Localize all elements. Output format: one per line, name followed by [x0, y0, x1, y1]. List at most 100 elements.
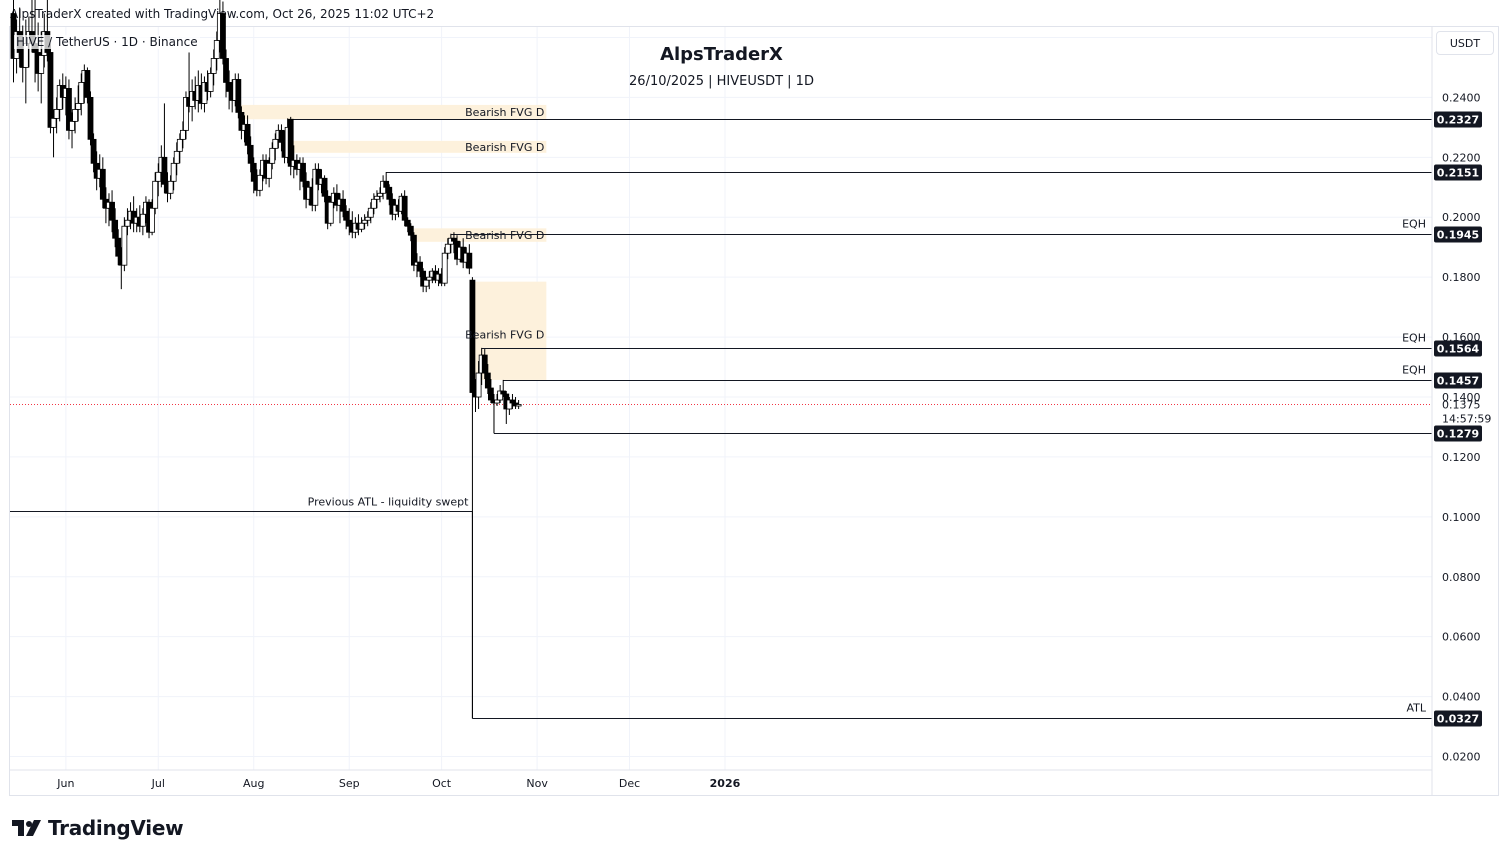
candle [121, 217, 128, 272]
candle-body [484, 372, 491, 389]
candle [124, 208, 131, 236]
candle [90, 133, 97, 173]
chart-title: AlpsTraderX [660, 44, 783, 65]
price-tick-label: 0.1800 [1442, 271, 1481, 284]
candle-body [155, 171, 162, 182]
candle-body [84, 70, 91, 98]
candle [401, 190, 408, 227]
candle [176, 133, 183, 164]
candle-body [343, 210, 350, 221]
candle-body [152, 180, 159, 209]
candle-body [75, 102, 82, 110]
candle [220, 1, 226, 65]
candle-body [451, 237, 457, 242]
price-tag-label: 0.1564 [1437, 343, 1480, 356]
time-tick-label: Aug [243, 777, 264, 790]
candle [312, 163, 319, 212]
candle [340, 190, 346, 218]
current-price-label: 0.1375 [1442, 398, 1481, 411]
candle-body [69, 120, 75, 131]
time-tick-label: 2026 [710, 777, 741, 790]
candle [149, 199, 156, 236]
candle-body [139, 213, 146, 227]
candle-body [66, 88, 72, 131]
fvg-zone-label: Bearish FVG D [465, 106, 544, 119]
candle [469, 277, 476, 719]
candle-body [346, 219, 353, 227]
candle [238, 106, 245, 140]
candle-body [266, 162, 273, 179]
candle-body [201, 82, 208, 104]
price-tag-label: 0.1457 [1437, 375, 1479, 388]
candle-body [38, 55, 45, 74]
candle [183, 91, 189, 140]
candle [497, 385, 504, 403]
candle-body [109, 201, 115, 221]
candle-body [272, 138, 279, 149]
fvg-zones [241, 104, 547, 380]
candle [207, 67, 214, 98]
candle [441, 247, 448, 287]
candle [383, 172, 390, 194]
candle-body [121, 225, 128, 266]
candle-body [321, 177, 328, 197]
currency-button[interactable]: USDT [1436, 31, 1494, 55]
candle-body [213, 40, 220, 59]
candle [179, 121, 186, 149]
candle-body [340, 198, 346, 212]
candle [84, 67, 91, 104]
tradingview-logo[interactable]: TradingView [12, 816, 184, 840]
candle [370, 193, 377, 215]
candle-body [417, 261, 423, 272]
candle [72, 97, 78, 134]
candle-body [367, 207, 374, 218]
candle-body [426, 276, 433, 281]
candle [333, 184, 340, 212]
grid-lines [10, 27, 1432, 770]
fvg-zone [413, 228, 547, 242]
candle-body [469, 279, 476, 393]
candle-body [515, 404, 522, 407]
price-tick-label: 0.2400 [1442, 91, 1481, 104]
time-tick-label: Dec [619, 777, 640, 790]
candle-body [183, 97, 189, 131]
candle [343, 205, 350, 230]
candle [300, 157, 306, 188]
candle [321, 175, 328, 203]
candle-body [497, 390, 504, 401]
price-tick-label: 0.2200 [1442, 151, 1481, 164]
candle-body [487, 387, 494, 401]
candle-body [287, 118, 294, 167]
candle [75, 85, 82, 122]
candle-body [407, 225, 414, 236]
price-tag-label: 0.2151 [1437, 167, 1479, 180]
candle-body [300, 162, 306, 182]
tradingview-logo-icon [12, 820, 41, 836]
candle-body [312, 168, 319, 206]
candle-body [90, 138, 97, 164]
candle-body [210, 58, 217, 74]
candle-body [401, 195, 408, 221]
candle [139, 208, 146, 236]
candle-body [374, 195, 380, 200]
candle-body [247, 144, 254, 164]
candle [481, 349, 488, 380]
fvg-zone [241, 104, 547, 120]
candle [386, 184, 393, 206]
symbol-legend[interactable]: HIVE / TetherUS · 1D · Binance [14, 35, 200, 49]
price-tag-box [1434, 372, 1482, 389]
price-tick-label: 0.0200 [1442, 751, 1481, 764]
candle-body [441, 252, 448, 284]
candle [509, 394, 516, 409]
candle [358, 217, 365, 233]
candle-body [179, 129, 186, 140]
level-label: EQH [1402, 218, 1426, 231]
candle [256, 169, 263, 197]
price-tick-label: 0.1200 [1442, 451, 1481, 464]
candle-body [250, 162, 257, 182]
price-tag-box [1434, 164, 1482, 181]
candle [210, 49, 217, 86]
candle [170, 157, 177, 191]
candle-body [386, 186, 393, 200]
